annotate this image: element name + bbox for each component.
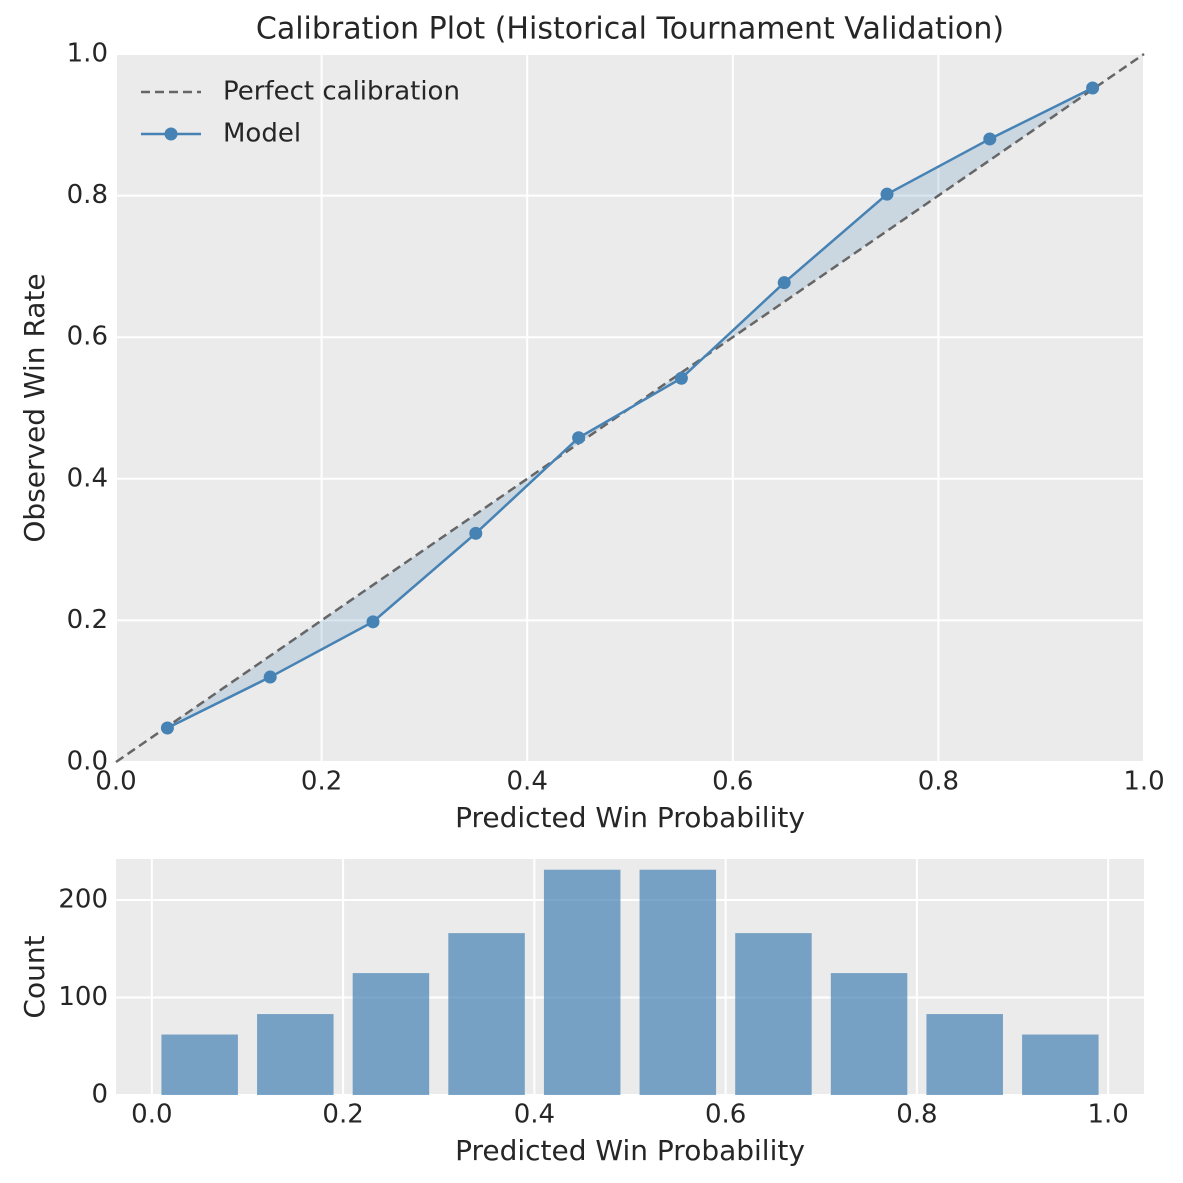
data-point [983,132,997,146]
bar [257,1014,334,1095]
bar [735,933,812,1095]
data-point [674,371,688,385]
x-tick-label: 0.2 [301,767,342,797]
x-tick-label: 0.2 [322,1100,363,1130]
data-point [366,615,380,629]
y-axis-label: Count [18,935,51,1018]
bar [161,1034,238,1095]
y-tick-label: 0.6 [67,322,108,352]
data-point [777,276,791,290]
x-tick-label: 0.0 [131,1100,172,1130]
y-tick-label: 0.8 [67,180,108,210]
x-tick-label: 0.4 [507,767,548,797]
legend-label: Model [223,119,301,149]
bar [352,973,430,1095]
x-tick-label: 1.0 [1123,767,1164,797]
legend-marker [164,127,178,141]
x-tick-label: 0.8 [918,767,959,797]
y-tick-label: 0.4 [67,463,108,493]
x-tick-label: 0.0 [95,767,136,797]
data-point [572,431,586,445]
bar [1022,1034,1099,1095]
y-tick-label: 0 [91,1080,108,1110]
bar [926,1014,1003,1095]
y-tick-label: 100 [58,982,108,1012]
data-point [880,187,894,201]
data-point [160,721,174,735]
bar [639,869,717,1095]
series-line [166,86,1094,730]
chart-title: Calibration Plot (Historical Tournament … [256,12,1004,47]
legend-label: Perfect calibration [223,77,460,107]
data-point [1086,81,1100,95]
bar [543,869,621,1095]
y-tick-label: 0.2 [67,605,108,635]
data-point [263,670,277,684]
y-tick-label: 200 [58,884,108,914]
bar [448,933,525,1095]
y-axis-label: Observed Win Rate [18,273,51,542]
x-tick-label: 0.6 [712,767,753,797]
y-tick-label: 1.0 [67,39,108,69]
x-tick-label: 1.0 [1087,1100,1128,1130]
data-point [469,526,483,540]
x-tick-label: 0.4 [514,1100,555,1130]
x-tick-label: 0.6 [705,1100,746,1130]
bar [830,973,908,1095]
x-tick-label: 0.8 [896,1100,937,1130]
x-axis-label: Predicted Win Probability [455,801,805,834]
x-axis-label: Predicted Win Probability [455,1134,805,1167]
y-tick-label: 0.0 [67,747,108,777]
